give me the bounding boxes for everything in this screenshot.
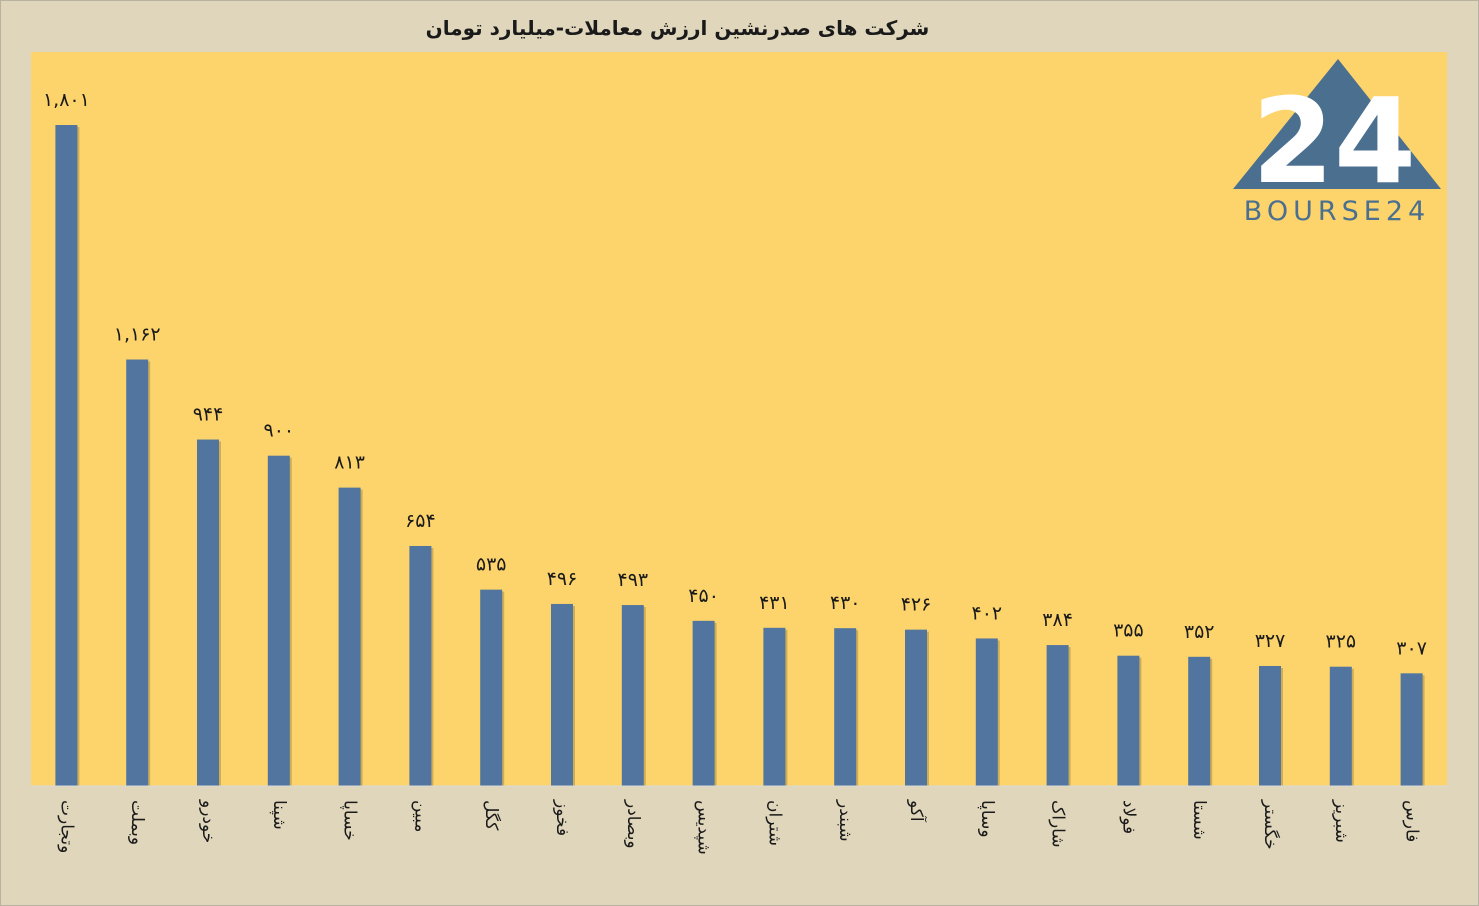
- value-labels-group: ۱,۸۰۱ ۱,۱۶۲ ۹۴۴ ۹۰۰ ۸۱۳ ۶۵۴ ۵۳۵ ۴۹۶ ۴۹۳ ۴۵۰ ۴۳۱ ۴۳۰…: [43, 89, 1427, 659]
- data-label-7: ۴۹۶: [547, 568, 578, 590]
- bar-13: [975, 638, 998, 786]
- category-label-0: وتجارت: [56, 800, 76, 853]
- category-label-13: وساپا: [977, 800, 997, 838]
- bar-12: [905, 629, 927, 786]
- bar-14: [1046, 645, 1069, 786]
- category-label-2: خودرو: [198, 799, 218, 843]
- data-label-9: ۴۵۰: [688, 585, 719, 607]
- category-label-15: فولاد: [1118, 800, 1138, 834]
- category-label-4: خساپا: [340, 800, 360, 841]
- bar-0: [55, 125, 78, 786]
- data-label-2: ۹۴۴: [193, 404, 224, 426]
- bar-1: [126, 359, 149, 786]
- data-label-16: ۳۵۲: [1184, 621, 1215, 643]
- data-label-15: ۳۵۵: [1113, 620, 1144, 642]
- data-label-19: ۳۰۷: [1396, 637, 1427, 659]
- plot-area: [31, 52, 1447, 786]
- category-label-12: آکو: [906, 799, 928, 823]
- bar-3: [267, 455, 290, 786]
- category-label-14: شاراک: [1048, 800, 1068, 848]
- category-labels-group: وتجارت وبملت خودرو شپنا خساپا مبین کگل فخوز وبصا…: [56, 799, 1421, 855]
- bar-7: [551, 603, 573, 786]
- category-label-7: فخوز: [552, 799, 572, 836]
- bar-8: [621, 605, 644, 786]
- category-label-17: خگستر: [1260, 799, 1281, 850]
- data-label-14: ۳۸۴: [1042, 609, 1073, 631]
- category-label-9: شپدیس: [694, 800, 714, 855]
- category-label-6: کگل: [481, 800, 502, 831]
- data-label-6: ۵۳۵: [476, 554, 507, 576]
- data-label-17: ۳۲۷: [1255, 630, 1286, 652]
- category-label-16: شستا: [1189, 800, 1209, 840]
- data-label-1: ۱,۱۶۲: [114, 324, 161, 346]
- bar-16: [1188, 656, 1211, 786]
- data-label-10: ۴۳۱: [759, 592, 790, 614]
- bar-18: [1329, 666, 1352, 786]
- bar-15: [1117, 655, 1140, 786]
- bar-10: [763, 627, 786, 786]
- data-label-12: ۴۲۶: [901, 594, 932, 616]
- category-label-18: شبریز: [1331, 799, 1351, 843]
- bar-4: [338, 487, 361, 786]
- logo-triangle: [1233, 59, 1441, 189]
- data-label-18: ۳۲۵: [1325, 631, 1356, 653]
- bar-11: [834, 628, 857, 786]
- data-label-5: ۶۵۴: [405, 510, 436, 532]
- category-label-11: شبندر: [835, 799, 855, 842]
- category-label-10: شتران: [764, 800, 784, 846]
- bar-5: [409, 545, 432, 786]
- category-label-8: وبصادر: [623, 799, 643, 849]
- data-label-3: ۹۰۰: [263, 420, 294, 442]
- bar-2: [197, 439, 219, 786]
- data-label-13: ۴۰۲: [971, 602, 1002, 624]
- category-label-3: شپنا: [269, 800, 289, 830]
- data-label-0: ۱,۸۰۱: [43, 89, 90, 111]
- category-label-5: مبین: [410, 800, 430, 832]
- data-label-8: ۴۹۳: [617, 569, 648, 591]
- category-label-19: فارس: [1402, 800, 1422, 842]
- logo-text: BOURSE24: [1244, 196, 1430, 227]
- logo-mark: 24: [1252, 72, 1416, 210]
- bar-17: [1259, 665, 1281, 786]
- bars-group: [55, 125, 1425, 786]
- bar-19: [1400, 673, 1423, 786]
- chart-title: شرکت های صدرنشین ارزش معاملات-میلیارد تو…: [425, 16, 930, 40]
- data-label-11: ۴۳۰: [830, 592, 861, 614]
- category-label-1: وبملت: [127, 800, 147, 845]
- bar-6: [480, 589, 503, 786]
- bourse24-logo: 24 BOURSE24: [1233, 59, 1441, 227]
- bar-9: [692, 620, 715, 786]
- data-label-4: ۸۱۳: [334, 452, 365, 474]
